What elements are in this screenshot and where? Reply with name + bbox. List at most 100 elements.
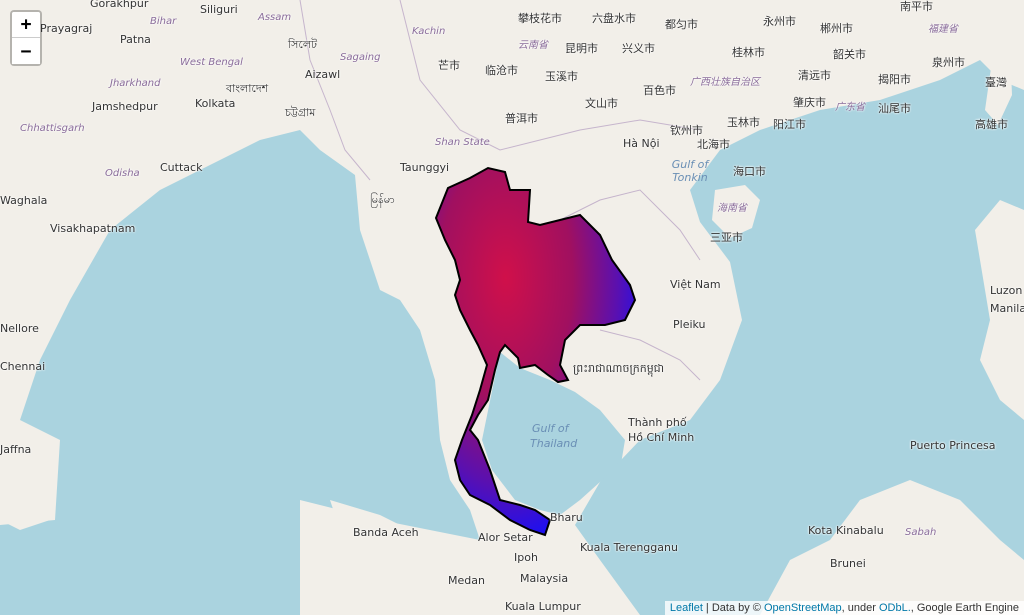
place-label: Bihar: [150, 16, 177, 27]
place-label: Banda Aceh: [353, 526, 419, 539]
thailand-overlay[interactable]: [434, 166, 637, 537]
place-label: Visakhapatnam: [50, 222, 136, 235]
place-label: Sabah: [905, 527, 937, 538]
place-label: Gorakhpur: [90, 0, 149, 10]
place-label: 百色市: [643, 84, 676, 97]
place-label: Thailand: [530, 437, 578, 450]
place-label: 南平市: [900, 0, 933, 13]
place-label: 清远市: [798, 69, 831, 82]
place-label: 桂林市: [732, 46, 765, 59]
place-label: Luzon: [990, 284, 1023, 297]
place-label: မြန်မာ: [370, 193, 395, 206]
place-label: 攀枝花市: [518, 12, 562, 25]
place-label: 肇庆市: [793, 96, 826, 109]
place-label: Kuala Lumpur: [505, 600, 581, 613]
place-label: Chennai: [0, 360, 46, 373]
gulf-of-thailand: [482, 352, 625, 515]
place-label: 临沧市: [485, 64, 518, 77]
place-label: 广西壮族自治区: [690, 77, 760, 88]
place-label: Kuala Terengganu: [580, 541, 678, 554]
place-label: Medan: [448, 574, 485, 587]
hainan-island: [712, 185, 760, 238]
place-label: Chhattisgarh: [20, 123, 85, 134]
admin-borders: [299, 0, 701, 381]
place-label: Kolkata: [195, 97, 236, 110]
place-label: 玉林市: [727, 116, 760, 129]
place-label: 福建省: [928, 24, 958, 35]
place-label: Assam: [258, 12, 292, 23]
place-label: 昆明市: [565, 42, 598, 55]
place-label: Aizawl: [305, 68, 341, 81]
place-label: Cuttack: [160, 161, 203, 174]
place-label: 海南省: [717, 203, 747, 214]
taiwan-island: [985, 40, 1012, 125]
place-label: Ipoh: [514, 551, 538, 564]
place-label: 都匀市: [665, 18, 698, 31]
attribution-text: , Google Earth Engine: [910, 602, 1019, 614]
philippines: [975, 200, 1024, 420]
place-label: Jaffna: [0, 443, 32, 456]
place-label: 永州市: [763, 15, 796, 28]
place-label: 揭阳市: [878, 73, 911, 86]
place-label: Hồ Chí Minh: [628, 431, 695, 444]
place-label: Malaysia: [520, 572, 569, 585]
place-label: Brunei: [830, 557, 866, 570]
place-label: Thành phố: [628, 416, 687, 429]
place-label: Odisha: [105, 168, 140, 179]
place-label: 泉州市: [932, 56, 965, 69]
place-label: Gulf of: [532, 422, 569, 435]
place-label: ព្រះរាជាណាចក្រកម្ពុជា: [573, 362, 665, 375]
place-label: 郴州市: [820, 22, 853, 35]
place-label: Puerto Princesa: [910, 439, 996, 452]
attribution-text: , under: [841, 602, 879, 614]
place-label: 兴义市: [622, 42, 655, 55]
place-label: 普洱市: [505, 112, 538, 125]
borneo-island: [760, 480, 1024, 615]
place-label: Nellore: [0, 322, 39, 335]
place-label: Bharu: [550, 511, 583, 524]
place-label: Jharkhand: [110, 78, 161, 89]
zoom-in-button[interactable]: +: [12, 12, 40, 38]
place-label: 玉溪市: [545, 70, 578, 83]
place-label: 海口市: [733, 165, 766, 178]
place-label: Patna: [120, 33, 151, 46]
zoom-out-button[interactable]: −: [12, 38, 40, 64]
place-label: 阳江市: [773, 118, 806, 131]
place-label: 高雄市: [975, 118, 1008, 131]
leaflet-link[interactable]: Leaflet: [669, 602, 703, 614]
place-label: West Bengal: [180, 57, 243, 68]
place-label: Prayagraj: [40, 22, 93, 35]
attribution-text: | Data by ©: [702, 602, 764, 614]
place-label: Shan State: [435, 137, 490, 148]
zoom-control: + −: [10, 10, 42, 66]
osm-link[interactable]: OpenStreetMap: [763, 602, 842, 614]
place-label: Hà Nội: [623, 137, 660, 150]
bay-of-bengal: [0, 130, 480, 615]
place-label: Pleiku: [673, 318, 706, 331]
place-label: Jamshedpur: [92, 100, 158, 113]
place-label: Alor Setar: [478, 531, 533, 544]
place-label: Gulf of Tonkin: [671, 158, 709, 184]
place-label: Siliguri: [200, 3, 238, 16]
place-label: 北海市: [697, 138, 730, 151]
place-label: চট্টগ্রাম: [285, 106, 316, 119]
place-label: Sagaing: [340, 52, 381, 63]
place-label: Taunggyi: [400, 161, 450, 174]
place-label: Kachin: [412, 26, 446, 37]
sumatra-island: [330, 500, 500, 615]
place-label: Waghala: [0, 194, 48, 207]
place-label: Việt Nam: [670, 278, 721, 291]
odbl-link[interactable]: ODbL.: [878, 602, 911, 614]
place-label: 文山市: [585, 97, 618, 110]
place-label: 云南省: [518, 40, 548, 51]
place-label: বাংলাদেশ: [226, 82, 269, 95]
south-china-sea: [575, 60, 1024, 615]
place-label: সিলেট: [288, 38, 318, 51]
attribution: Leaflet | Data by © OpenStreetMap, under…: [664, 601, 1024, 615]
place-label: 韶关市: [833, 48, 866, 61]
place-label: 六盘水市: [592, 12, 636, 25]
place-label: 广东省: [835, 102, 865, 113]
place-label: 臺灣: [985, 76, 1007, 89]
place-label: Manila: [990, 302, 1024, 315]
